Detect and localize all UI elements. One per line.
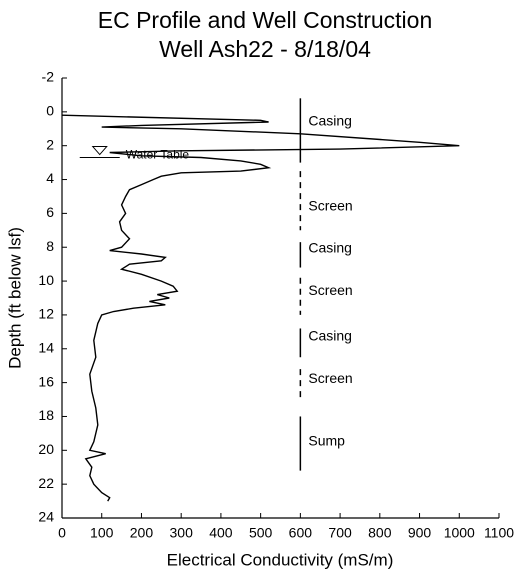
x-tick-label: 800 (368, 525, 392, 541)
chart-subtitle: Well Ash22 - 8/18/04 (159, 36, 371, 62)
x-tick-label: 1100 (484, 525, 514, 541)
x-tick-label: 900 (408, 525, 432, 541)
water-table-symbol (91, 146, 108, 156)
y-tick-label: 4 (46, 170, 54, 186)
ec-line (61, 114, 460, 502)
x-tick-label: 700 (328, 525, 352, 541)
x-tick-label: 600 (289, 525, 313, 541)
y-tick-label: 14 (38, 339, 54, 355)
x-tick-label: 500 (249, 525, 273, 541)
x-tick-label: 400 (209, 525, 233, 541)
x-tick-label: 100 (90, 525, 114, 541)
annotation: Water Table (126, 148, 190, 162)
well-label: Casing (308, 328, 352, 344)
y-tick-label: 16 (38, 373, 54, 389)
y-tick-label: 18 (38, 407, 54, 423)
y-tick-label: 2 (46, 136, 54, 152)
well-label: Screen (308, 197, 352, 213)
well-label: Casing (308, 113, 352, 129)
y-tick-label: 24 (38, 509, 54, 525)
y-tick-label: 0 (46, 103, 54, 119)
y-tick-label: 20 (38, 441, 54, 457)
y-tick-label: 8 (46, 238, 54, 254)
y-tick-label: 6 (46, 204, 54, 220)
y-axis-label: Depth (ft below lsf) (5, 227, 24, 369)
y-tick-label: 22 (38, 475, 54, 491)
x-tick-label: 200 (130, 525, 154, 541)
x-tick-label: 300 (170, 525, 194, 541)
y-tick-label: 12 (38, 306, 54, 322)
y-tick-label: -2 (42, 69, 55, 85)
well-label: Sump (308, 433, 345, 449)
well-label: Casing (308, 240, 352, 256)
x-tick-label: 1000 (444, 525, 475, 541)
chart-title: EC Profile and Well Construction (98, 7, 433, 33)
x-axis-label: Electrical Conductivity (mS/m) (167, 550, 394, 569)
x-tick-label: 0 (58, 525, 66, 541)
well-label: Screen (308, 282, 352, 298)
well-label: Screen (308, 370, 352, 386)
y-tick-label: 10 (38, 272, 54, 288)
